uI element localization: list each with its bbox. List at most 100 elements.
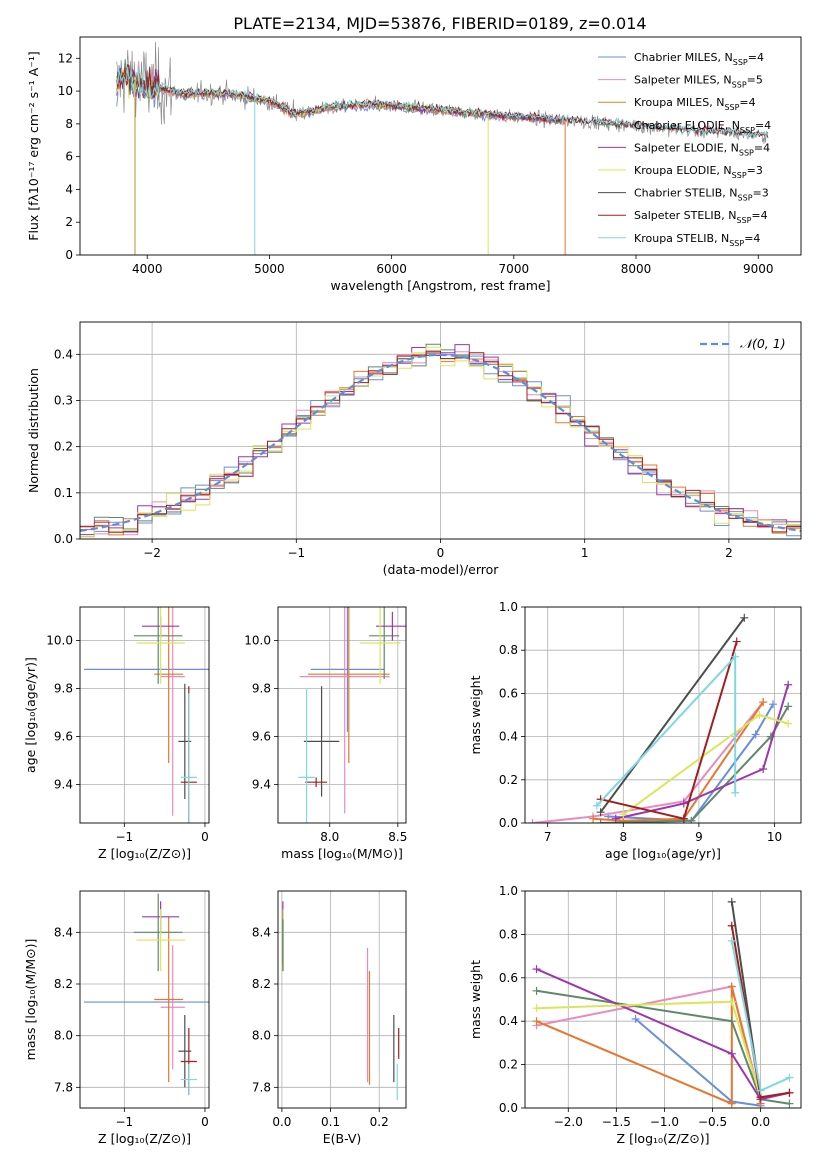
model-spectrum-KroupaSTELIB xyxy=(116,66,769,139)
weight-marker xyxy=(631,1015,640,1024)
weight-line-orange xyxy=(593,701,765,822)
y-tick-label: 4 xyxy=(65,182,73,196)
x-axis-label: Z [log₁₀(Z/Z⊙)] xyxy=(617,1131,710,1146)
weight-marker xyxy=(679,814,688,823)
y-axis-label: mass weight xyxy=(468,960,483,1039)
y-tick-label: 10.0 xyxy=(46,634,73,648)
weight-marker xyxy=(785,1099,794,1108)
legend-label: Kroupa STELIB, NSSP=4 xyxy=(634,232,760,248)
weight-marker xyxy=(731,652,740,661)
x-tick-label: 4000 xyxy=(132,262,163,276)
y-tick-label: 9.6 xyxy=(54,730,73,744)
x-tick-label: 0 xyxy=(437,546,445,560)
y-tick-label: 0.2 xyxy=(54,440,73,454)
weight-marker xyxy=(679,799,688,808)
y-tick-label: 0.4 xyxy=(499,1014,518,1028)
legend-sub: SSP xyxy=(729,239,744,248)
x-axis-label: wavelength [Angstrom, rest frame] xyxy=(330,278,550,293)
legend-count: =5 xyxy=(747,74,763,87)
weight-marker xyxy=(727,936,736,945)
x-tick-label: 10 xyxy=(767,830,782,844)
x-tick-label: 5000 xyxy=(254,262,285,276)
y-tick-label: 0.0 xyxy=(54,532,73,546)
legend-label: Salpeter STELIB, NSSP=4 xyxy=(634,209,768,225)
legend-count: =4 xyxy=(744,232,760,245)
weight-marker xyxy=(756,1086,765,1095)
y-tick-label: 10.0 xyxy=(244,634,271,648)
weight-marker xyxy=(727,1049,736,1058)
ebv-mass-frame xyxy=(277,890,407,1109)
weight-line-SalpeterELODIE xyxy=(536,968,790,1101)
y-tick-label: 9.4 xyxy=(252,778,271,792)
weight-marker xyxy=(532,1017,541,1026)
weight-marker xyxy=(611,814,620,823)
weight-marker xyxy=(592,801,601,810)
x-tick-label: 0 xyxy=(201,1115,209,1129)
legend-count: =4 xyxy=(739,96,755,109)
x-tick-label: 9 xyxy=(695,830,703,844)
legend-sub: SSP xyxy=(733,58,748,67)
weight-marker xyxy=(732,637,741,646)
y-tick-label: 9.8 xyxy=(252,682,271,696)
weight-marker xyxy=(596,819,605,823)
x-axis-label: Z [log₁₀(Z/Z⊙)] xyxy=(98,1131,191,1146)
x-tick-label: −1.0 xyxy=(650,1115,679,1129)
x-tick-label: −1 xyxy=(115,830,133,844)
x-tick-label: 7 xyxy=(544,830,552,844)
x-axis-label: age [log₁₀(age/yr)] xyxy=(605,846,721,861)
spectrum-axes: 4000 5000 6000 7000 8000 9000 0 2 4 6 8 10 12 wavelen… xyxy=(26,36,802,293)
x-tick-label: 6000 xyxy=(376,262,407,276)
y-tick-label: 0.2 xyxy=(499,1058,518,1072)
x-tick-label: 9000 xyxy=(743,262,774,276)
weight-marker xyxy=(751,730,760,739)
weight-marker xyxy=(727,982,736,991)
weight-marker xyxy=(727,1017,736,1026)
age-weight-plot-area xyxy=(528,613,793,823)
legend-sub: SSP xyxy=(740,126,755,135)
weight-marker xyxy=(785,1073,794,1082)
legend-label: Chabrier STELIB, NSSP=3 xyxy=(634,187,769,203)
y-axis-label: mass weight xyxy=(468,675,483,754)
x-tick-label: −1 xyxy=(115,1115,133,1129)
y-tick-label: 0.0 xyxy=(499,1101,518,1115)
y-tick-label: 8 xyxy=(65,117,73,131)
x-tick-label: −0.5 xyxy=(698,1115,727,1129)
weight-marker xyxy=(784,719,793,728)
weight-marker xyxy=(727,1099,736,1108)
x-tick-label: 8.5 xyxy=(388,830,407,844)
y-tick-label: 7.8 xyxy=(252,1080,271,1094)
z-age-frame xyxy=(79,606,210,824)
weight-marker xyxy=(687,816,696,823)
y-tick-label: 2 xyxy=(65,215,73,229)
weight-marker xyxy=(785,1088,794,1097)
x-tick-label: 0.1 xyxy=(321,1115,340,1129)
x-tick-label: 7000 xyxy=(499,262,530,276)
z-age-plot-area xyxy=(84,607,209,823)
y-tick-label: 0.6 xyxy=(499,686,518,700)
x-tick-label: −2 xyxy=(143,546,161,560)
spectrum-legend: Chabrier MILES, NSSP=4 Salpeter MILES, NS… xyxy=(598,51,771,248)
x-tick-label: 1 xyxy=(581,546,589,560)
x-tick-label: 0.2 xyxy=(370,1115,389,1129)
y-tick-label: 0.3 xyxy=(54,393,73,407)
y-axis-label: Normed distribution xyxy=(26,368,41,493)
legend-count: =4 xyxy=(754,141,770,154)
y-tick-label: 7.8 xyxy=(54,1080,73,1094)
ebv-mass-grid xyxy=(278,891,406,1108)
weight-line-ChabrierELODIE xyxy=(536,989,790,1105)
spectrum-frame xyxy=(79,36,802,256)
weight-marker xyxy=(769,700,778,709)
ebv-mass-plot-area xyxy=(282,901,400,1101)
x-tick-label: 2 xyxy=(725,546,733,560)
legend-sub: SSP xyxy=(738,194,753,203)
legend-label: Salpeter ELODIE, NSSP=4 xyxy=(634,141,770,157)
y-tick-label: 9.6 xyxy=(252,730,271,744)
z-age-axes: −1 0 9.4 9.6 9.8 10.0 Z [log₁₀(Z/Z⊙)] age [log₁… xyxy=(23,606,210,861)
weight-marker xyxy=(532,986,541,995)
y-tick-label: 8.0 xyxy=(252,1029,271,1043)
histogram-frame xyxy=(79,321,802,540)
weight-marker xyxy=(784,680,793,689)
weight-line-ChabrierMILES xyxy=(608,703,774,822)
y-tick-label: 0.1 xyxy=(54,486,73,500)
y-tick-label: 0.0 xyxy=(499,816,518,830)
